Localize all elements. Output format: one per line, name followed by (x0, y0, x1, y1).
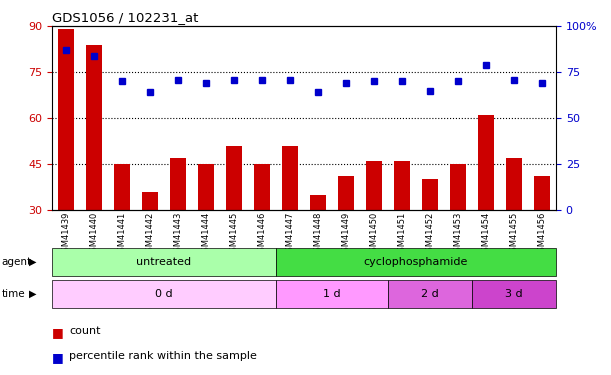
Text: time: time (2, 289, 26, 299)
Bar (282, 146, 298, 302)
Text: ■: ■ (52, 326, 64, 339)
Text: 2 d: 2 d (421, 289, 439, 299)
Bar (450, 164, 466, 302)
Bar (276, 280, 388, 308)
Bar (254, 164, 270, 302)
Bar (310, 195, 326, 302)
Bar (422, 179, 438, 302)
Bar (52, 248, 276, 276)
Bar (388, 280, 472, 308)
Bar (170, 158, 186, 302)
Bar (114, 164, 130, 302)
Text: 0 d: 0 d (155, 289, 173, 299)
Bar (393, 161, 411, 302)
Bar (478, 115, 494, 302)
Text: agent: agent (2, 257, 32, 267)
Bar (472, 280, 556, 308)
Bar (197, 164, 214, 302)
Bar (225, 146, 243, 302)
Text: 3 d: 3 d (505, 289, 523, 299)
Bar (337, 176, 354, 302)
Bar (142, 192, 158, 302)
Text: ▶: ▶ (29, 289, 37, 299)
Text: ▶: ▶ (29, 257, 37, 267)
Text: cyclophosphamide: cyclophosphamide (364, 257, 468, 267)
Bar (52, 280, 276, 308)
Text: percentile rank within the sample: percentile rank within the sample (69, 351, 257, 361)
Bar (365, 161, 382, 302)
Bar (506, 158, 522, 302)
Text: GDS1056 / 102231_at: GDS1056 / 102231_at (52, 11, 199, 24)
Bar (533, 176, 551, 302)
Text: count: count (69, 326, 101, 336)
Bar (276, 248, 556, 276)
Text: untreated: untreated (136, 257, 191, 267)
Bar (86, 45, 102, 302)
Text: ■: ■ (52, 351, 64, 364)
Bar (57, 29, 75, 302)
Text: 1 d: 1 d (323, 289, 341, 299)
